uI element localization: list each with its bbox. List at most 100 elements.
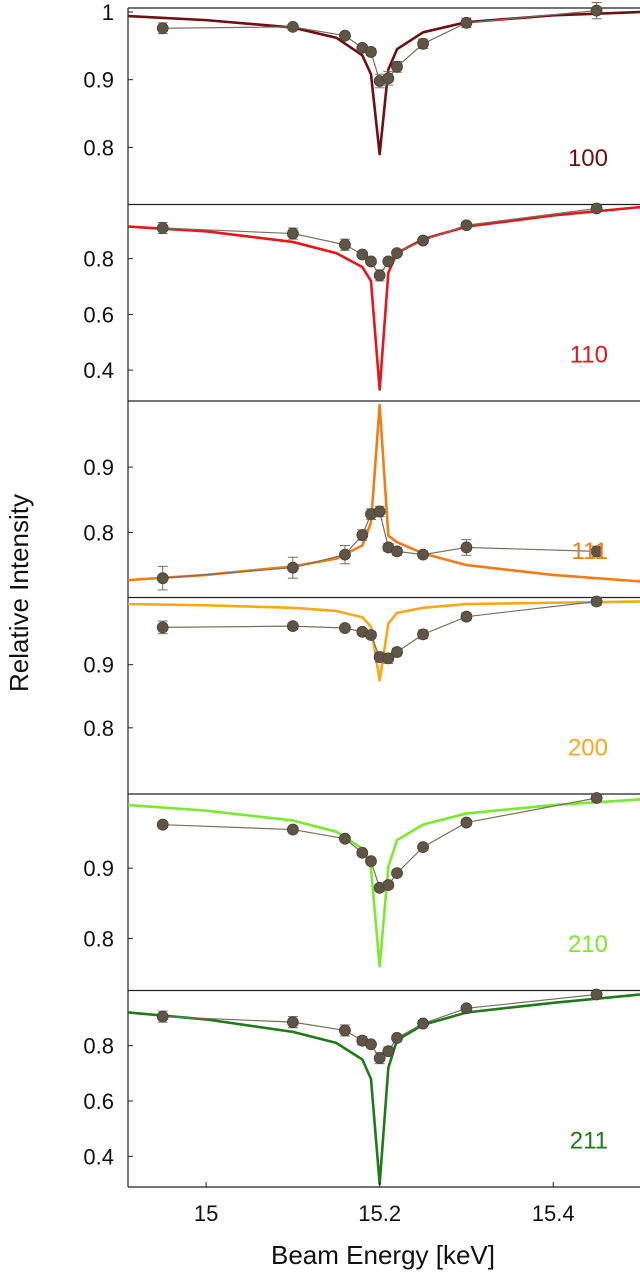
data-point xyxy=(286,620,299,633)
y-tick-label: 0.9 xyxy=(83,68,114,93)
data-point xyxy=(391,1032,403,1044)
panels-group: 0.8 0.9 1 100 0.4 0.6 0.8 110 0.8 0.9 111 0.8 0.9 200… xyxy=(83,0,640,1187)
data-point xyxy=(417,548,429,561)
data-point xyxy=(339,1024,351,1037)
data-point xyxy=(391,867,403,879)
data-point xyxy=(156,222,169,234)
data-point xyxy=(286,823,299,836)
panel-label: 210 xyxy=(568,931,608,958)
y-tick-label: 0.4 xyxy=(83,358,114,383)
panel-211: 0.4 0.6 0.8 211 xyxy=(83,988,640,1187)
data-point xyxy=(339,832,351,845)
data-point xyxy=(382,652,395,665)
data-point xyxy=(356,248,369,261)
y-tick-label: 0.8 xyxy=(83,1034,114,1059)
data-point xyxy=(286,561,299,574)
x-tick-label: 15.2 xyxy=(358,1201,401,1226)
data-point xyxy=(356,529,369,541)
data-point xyxy=(590,545,603,558)
data-point xyxy=(365,255,377,268)
data-point xyxy=(373,505,386,518)
data-point xyxy=(417,628,429,641)
y-tick-label: 0.8 xyxy=(83,926,114,951)
data-point xyxy=(156,572,169,585)
data-point xyxy=(590,988,603,1001)
data-point xyxy=(339,238,351,251)
data-point xyxy=(286,227,299,240)
model-curve-110 xyxy=(127,205,640,391)
model-curve-210 xyxy=(127,798,640,968)
data-point xyxy=(339,29,351,42)
data-point xyxy=(460,16,473,29)
y-tick-label: 0.6 xyxy=(83,1089,114,1114)
y-tick-label: 0.8 xyxy=(83,520,114,545)
data-point xyxy=(460,1002,473,1015)
data-point xyxy=(365,46,377,58)
data-point xyxy=(391,247,403,259)
data-point xyxy=(339,548,351,561)
data-point xyxy=(373,269,386,282)
data-point xyxy=(156,1010,169,1023)
panel-label: 110 xyxy=(570,342,608,369)
model-curve-200 xyxy=(127,600,640,682)
y-tick-label: 0.8 xyxy=(83,247,114,272)
x-tick-label: 15.4 xyxy=(532,1201,575,1226)
panel-label: 111 xyxy=(572,538,608,565)
y-tick-label: 0.4 xyxy=(83,1144,114,1169)
data-point xyxy=(156,818,169,831)
measured-line-200 xyxy=(162,600,597,659)
data-point xyxy=(391,60,403,73)
data-point xyxy=(382,1045,395,1058)
data-point xyxy=(356,846,369,859)
data-point xyxy=(590,202,603,215)
y-tick-label: 0.8 xyxy=(83,135,114,160)
panel-label: 200 xyxy=(568,735,608,762)
y-tick-label: 0.9 xyxy=(83,856,114,881)
data-point xyxy=(460,219,473,232)
measured-line-111 xyxy=(162,510,597,579)
x-axis-title: Beam Energy [keV] xyxy=(271,1240,495,1270)
data-point xyxy=(382,72,395,85)
data-point xyxy=(417,37,429,50)
data-point xyxy=(460,610,473,623)
data-point xyxy=(373,1052,386,1065)
data-point xyxy=(365,855,377,868)
y-tick-label: 1 xyxy=(102,0,114,25)
panel-label: 100 xyxy=(568,145,608,172)
y-tick-label: 0.9 xyxy=(83,653,114,678)
panel-210: 0.8 0.9 210 xyxy=(83,792,640,991)
panel-111: 0.8 0.9 111 xyxy=(83,400,640,598)
data-point xyxy=(590,792,603,804)
data-point xyxy=(382,255,395,268)
data-point xyxy=(417,1017,429,1030)
data-point xyxy=(339,622,351,634)
data-point xyxy=(156,22,169,35)
panel-200: 0.8 0.9 200 xyxy=(83,595,640,794)
data-point xyxy=(286,1016,299,1029)
data-point xyxy=(417,841,429,854)
model-curve-111 xyxy=(127,403,640,583)
data-point xyxy=(365,1038,377,1051)
data-point xyxy=(590,595,603,608)
data-point xyxy=(286,20,299,33)
data-point xyxy=(417,234,429,247)
data-point xyxy=(382,879,395,891)
x-axis: 15 15.2 15.4 xyxy=(128,1182,640,1226)
model-curve-211 xyxy=(127,993,640,1186)
panel-100: 0.8 0.9 1 100 xyxy=(83,0,640,205)
measured-line-210 xyxy=(162,797,597,889)
y-axis-title: Relative Intensity xyxy=(4,494,34,692)
y-tick-label: 0.6 xyxy=(83,302,114,327)
panel-110: 0.4 0.6 0.8 110 xyxy=(83,202,640,401)
data-point xyxy=(460,816,473,829)
data-point xyxy=(365,629,377,641)
data-point xyxy=(391,545,403,558)
data-point xyxy=(391,646,403,658)
panel-label: 211 xyxy=(570,1128,608,1155)
y-tick-label: 0.8 xyxy=(83,716,114,741)
data-point xyxy=(460,541,473,554)
data-point xyxy=(156,621,169,634)
y-tick-label: 0.9 xyxy=(83,455,114,480)
data-point xyxy=(590,4,603,17)
